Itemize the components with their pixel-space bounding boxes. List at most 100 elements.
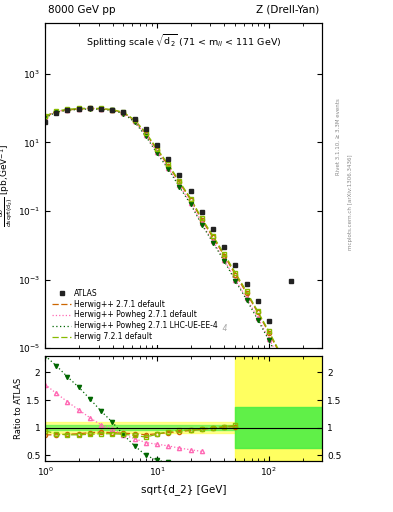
Herwig++ 2.7.1 default	[300, 397, 305, 403]
Herwig++ 2.7.1 default	[244, 290, 249, 296]
Text: 8000 GeV pp: 8000 GeV pp	[48, 5, 116, 15]
ATLAS	[177, 172, 182, 178]
Herwig++ Powheg 2.7.1 LHC-UE-EE-4	[132, 119, 137, 125]
ATLAS	[222, 244, 226, 250]
Herwig++ Powheg 2.7.1 default	[77, 105, 81, 112]
Herwig++ Powheg 2.7.1 default	[54, 108, 59, 114]
Text: Z (Drell-Yan): Z (Drell-Yan)	[256, 5, 320, 15]
Herwig 7.2.1 default	[43, 113, 48, 119]
ATLAS	[143, 125, 148, 132]
Herwig 7.2.1 default	[99, 105, 103, 112]
Herwig++ Powheg 2.7.1 LHC-UE-EE-4	[54, 109, 59, 115]
Herwig++ Powheg 2.7.1 LHC-UE-EE-4	[177, 184, 182, 190]
Line: Herwig++ Powheg 2.7.1 LHC-UE-EE-4: Herwig++ Powheg 2.7.1 LHC-UE-EE-4	[45, 109, 303, 408]
Herwig 7.2.1 default	[132, 117, 137, 123]
Herwig++ 2.7.1 default	[289, 372, 294, 378]
ATLAS	[289, 278, 294, 284]
Herwig 7.2.1 default	[244, 288, 249, 294]
Herwig++ 2.7.1 default	[266, 330, 271, 336]
Herwig++ Powheg 2.7.1 LHC-UE-EE-4	[300, 405, 305, 411]
Herwig++ Powheg 2.7.1 LHC-UE-EE-4	[222, 258, 226, 264]
Text: Rivet 3.1.10, ≥ 3.3M events: Rivet 3.1.10, ≥ 3.3M events	[336, 98, 341, 175]
Text: Splitting scale $\sqrt{\mathrm{d}_2}$ (71 < m$_{ll}$ < 111 GeV): Splitting scale $\sqrt{\mathrm{d}_2}$ (7…	[86, 33, 281, 50]
Herwig++ 2.7.1 default	[155, 147, 160, 153]
ATLAS	[99, 105, 103, 112]
Herwig++ Powheg 2.7.1 default	[43, 114, 48, 120]
Herwig++ 2.7.1 default	[211, 234, 215, 241]
Herwig++ Powheg 2.7.1 default	[143, 132, 148, 138]
Herwig++ Powheg 2.7.1 LHC-UE-EE-4	[166, 166, 171, 172]
Herwig 7.2.1 default	[77, 105, 81, 112]
Herwig++ Powheg 2.7.1 LHC-UE-EE-4	[255, 316, 260, 323]
Herwig++ Powheg 2.7.1 LHC-UE-EE-4	[110, 108, 115, 114]
Herwig++ Powheg 2.7.1 default	[289, 378, 294, 384]
Herwig 7.2.1 default	[233, 269, 238, 275]
Text: ATLAS_2017_I1589844: ATLAS_2017_I1589844	[140, 323, 228, 332]
Herwig 7.2.1 default	[166, 161, 171, 167]
Herwig++ Powheg 2.7.1 default	[121, 110, 126, 116]
Herwig++ Powheg 2.7.1 default	[222, 257, 226, 263]
Herwig++ 2.7.1 default	[188, 197, 193, 203]
Herwig 7.2.1 default	[54, 108, 59, 114]
Herwig++ 2.7.1 default	[77, 106, 81, 112]
ATLAS	[77, 105, 81, 112]
Herwig 7.2.1 default	[143, 130, 148, 136]
ATLAS	[110, 107, 115, 113]
Herwig++ Powheg 2.7.1 default	[110, 107, 115, 113]
Herwig 7.2.1 default	[211, 232, 215, 239]
Line: Herwig++ 2.7.1 default: Herwig++ 2.7.1 default	[45, 109, 303, 400]
Herwig 7.2.1 default	[199, 215, 204, 221]
Herwig 7.2.1 default	[266, 328, 271, 334]
ATLAS	[132, 116, 137, 122]
ATLAS	[43, 119, 48, 125]
Line: Herwig++ Powheg 2.7.1 default: Herwig++ Powheg 2.7.1 default	[45, 109, 303, 407]
Line: ATLAS: ATLAS	[43, 106, 294, 324]
X-axis label: sqrt{d_2} [GeV]: sqrt{d_2} [GeV]	[141, 484, 226, 495]
Herwig++ 2.7.1 default	[255, 309, 260, 315]
Herwig++ 2.7.1 default	[222, 252, 226, 259]
Herwig++ 2.7.1 default	[43, 114, 48, 120]
Herwig++ Powheg 2.7.1 LHC-UE-EE-4	[121, 111, 126, 117]
Herwig++ 2.7.1 default	[199, 217, 204, 223]
Herwig++ Powheg 2.7.1 default	[177, 182, 182, 188]
Herwig++ Powheg 2.7.1 default	[188, 200, 193, 206]
Herwig++ Powheg 2.7.1 LHC-UE-EE-4	[43, 115, 48, 121]
ATLAS	[244, 281, 249, 287]
Herwig++ Powheg 2.7.1 default	[88, 105, 92, 112]
Herwig 7.2.1 default	[289, 371, 294, 377]
Herwig 7.2.1 default	[121, 109, 126, 115]
Herwig++ Powheg 2.7.1 default	[199, 220, 204, 226]
Herwig++ 2.7.1 default	[54, 109, 59, 115]
ATLAS	[121, 109, 126, 115]
Herwig++ Powheg 2.7.1 LHC-UE-EE-4	[188, 201, 193, 207]
Herwig++ 2.7.1 default	[99, 105, 103, 112]
ATLAS	[166, 156, 171, 162]
Herwig++ Powheg 2.7.1 default	[211, 238, 215, 244]
Herwig 7.2.1 default	[300, 395, 305, 401]
ATLAS	[88, 105, 92, 112]
ATLAS	[188, 188, 193, 194]
Herwig++ Powheg 2.7.1 default	[233, 276, 238, 283]
ATLAS	[199, 208, 204, 215]
Herwig++ Powheg 2.7.1 LHC-UE-EE-4	[99, 106, 103, 112]
Herwig++ Powheg 2.7.1 default	[99, 105, 103, 112]
ATLAS	[266, 318, 271, 325]
Herwig++ Powheg 2.7.1 LHC-UE-EE-4	[88, 106, 92, 112]
Herwig++ Powheg 2.7.1 default	[300, 403, 305, 410]
Herwig++ 2.7.1 default	[166, 162, 171, 168]
Line: Herwig 7.2.1 default: Herwig 7.2.1 default	[45, 108, 303, 398]
Y-axis label: $\frac{d\sigma}{d\mathrm{sqrt}(\mathrm{d}_2)}$ [pb,GeV$^{-1}$]: $\frac{d\sigma}{d\mathrm{sqrt}(\mathrm{d…	[0, 144, 15, 227]
Herwig++ Powheg 2.7.1 LHC-UE-EE-4	[65, 107, 70, 113]
Herwig++ Powheg 2.7.1 LHC-UE-EE-4	[233, 278, 238, 284]
Herwig++ Powheg 2.7.1 LHC-UE-EE-4	[211, 240, 215, 246]
Herwig++ Powheg 2.7.1 default	[132, 118, 137, 124]
Herwig++ 2.7.1 default	[177, 179, 182, 185]
Herwig++ Powheg 2.7.1 default	[255, 314, 260, 321]
Herwig++ Powheg 2.7.1 default	[166, 165, 171, 171]
Y-axis label: Ratio to ATLAS: Ratio to ATLAS	[14, 378, 23, 439]
Herwig 7.2.1 default	[65, 106, 70, 112]
Herwig++ 2.7.1 default	[88, 105, 92, 112]
Herwig 7.2.1 default	[155, 146, 160, 152]
Herwig++ Powheg 2.7.1 default	[155, 149, 160, 155]
ATLAS	[255, 298, 260, 305]
